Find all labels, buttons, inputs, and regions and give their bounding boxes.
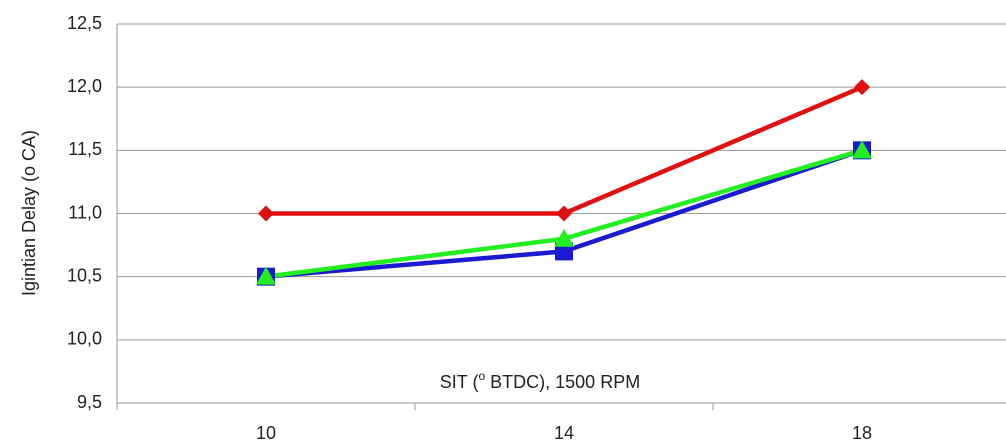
x-tick-label: 14: [554, 423, 574, 443]
x-label-part: BTDC), 1500 RPM: [485, 372, 640, 392]
x-label-part: SIT (: [440, 372, 479, 392]
marker: [258, 206, 274, 222]
y-tick-label: 10,0: [67, 329, 102, 349]
y-tick-label: 11,0: [68, 202, 102, 222]
x-axis-label: SIT (o BTDC), 1500 RPM: [440, 369, 640, 392]
x-tick-label: 18: [852, 423, 872, 443]
y-tick-label: 10,5: [67, 265, 102, 285]
marker: [854, 79, 870, 95]
y-tick-label: 12,5: [67, 13, 102, 33]
x-tick-label: 10: [256, 423, 276, 443]
y-axis-label: Igintian Delay (o CA): [19, 130, 39, 296]
y-tick-label: 9,5: [77, 392, 102, 412]
y-tick-label: 12,0: [67, 76, 102, 96]
y-tick-label: 11,5: [68, 139, 102, 159]
marker: [556, 206, 572, 222]
chart: Igintian Delay (o CA) SIT (o BTDC), 1500…: [0, 0, 1006, 447]
